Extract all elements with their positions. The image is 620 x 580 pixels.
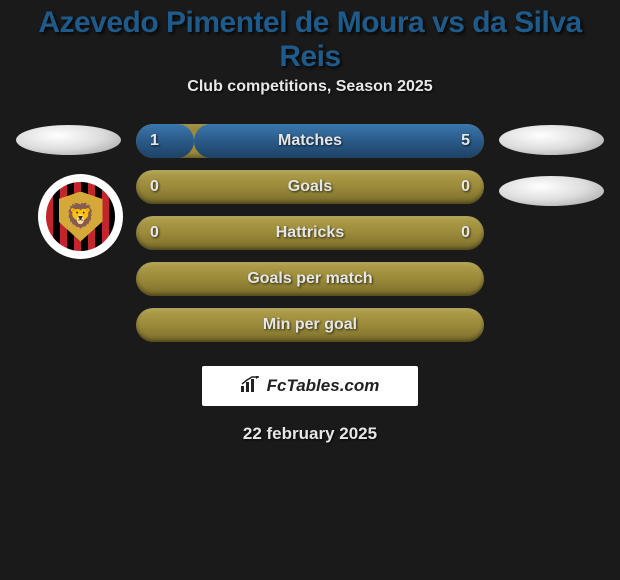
stat-label: Goals per match — [136, 262, 484, 296]
stat-value-left: 0 — [150, 216, 159, 250]
stats-bars: Matches15Goals00Hattricks00Goals per mat… — [136, 124, 484, 342]
page-title: Azevedo Pimentel de Moura vs da Silva Re… — [10, 0, 610, 78]
date-text: 22 february 2025 — [10, 424, 610, 444]
player-right-club-placeholder — [499, 176, 604, 206]
stat-bar-hattricks: Hattricks0 0 — [136, 216, 484, 250]
player-left-club-badge: 🦁 — [38, 174, 123, 259]
stat-label: Min per goal — [136, 308, 484, 342]
page-subtitle: Club competitions, Season 2025 — [10, 78, 610, 96]
page-container: Azevedo Pimentel de Moura vs da Silva Re… — [0, 0, 620, 444]
comparison-area: 🦁 Matches15Goals00Hattricks00Goals per m… — [10, 124, 610, 444]
stat-label: Goals — [136, 170, 484, 204]
stat-bar-goals-per-match: Goals per match — [136, 262, 484, 296]
watermark: FcTables.com — [202, 366, 418, 406]
player-right-avatar-placeholder — [499, 125, 604, 155]
club-lion-icon: 🦁 — [66, 205, 96, 229]
chart-icon — [241, 376, 261, 397]
stat-value-right: 0 — [461, 216, 470, 250]
stat-label: Hattricks — [136, 216, 484, 250]
stat-value-left: 0 — [150, 170, 159, 204]
stat-bar-min-per-goal: Min per goal — [136, 308, 484, 342]
stat-value-right: 0 — [461, 170, 470, 204]
watermark-text: FcTables.com — [267, 376, 380, 396]
stat-bar-matches: Matches15 — [136, 124, 484, 158]
stat-bar-right-seg — [194, 124, 484, 158]
stat-bar-left-seg — [136, 124, 194, 158]
stat-bar-goals: Goals0 0 — [136, 170, 484, 204]
club-badge-inner: 🦁 — [46, 182, 115, 251]
player-left-avatar-placeholder — [16, 125, 121, 155]
